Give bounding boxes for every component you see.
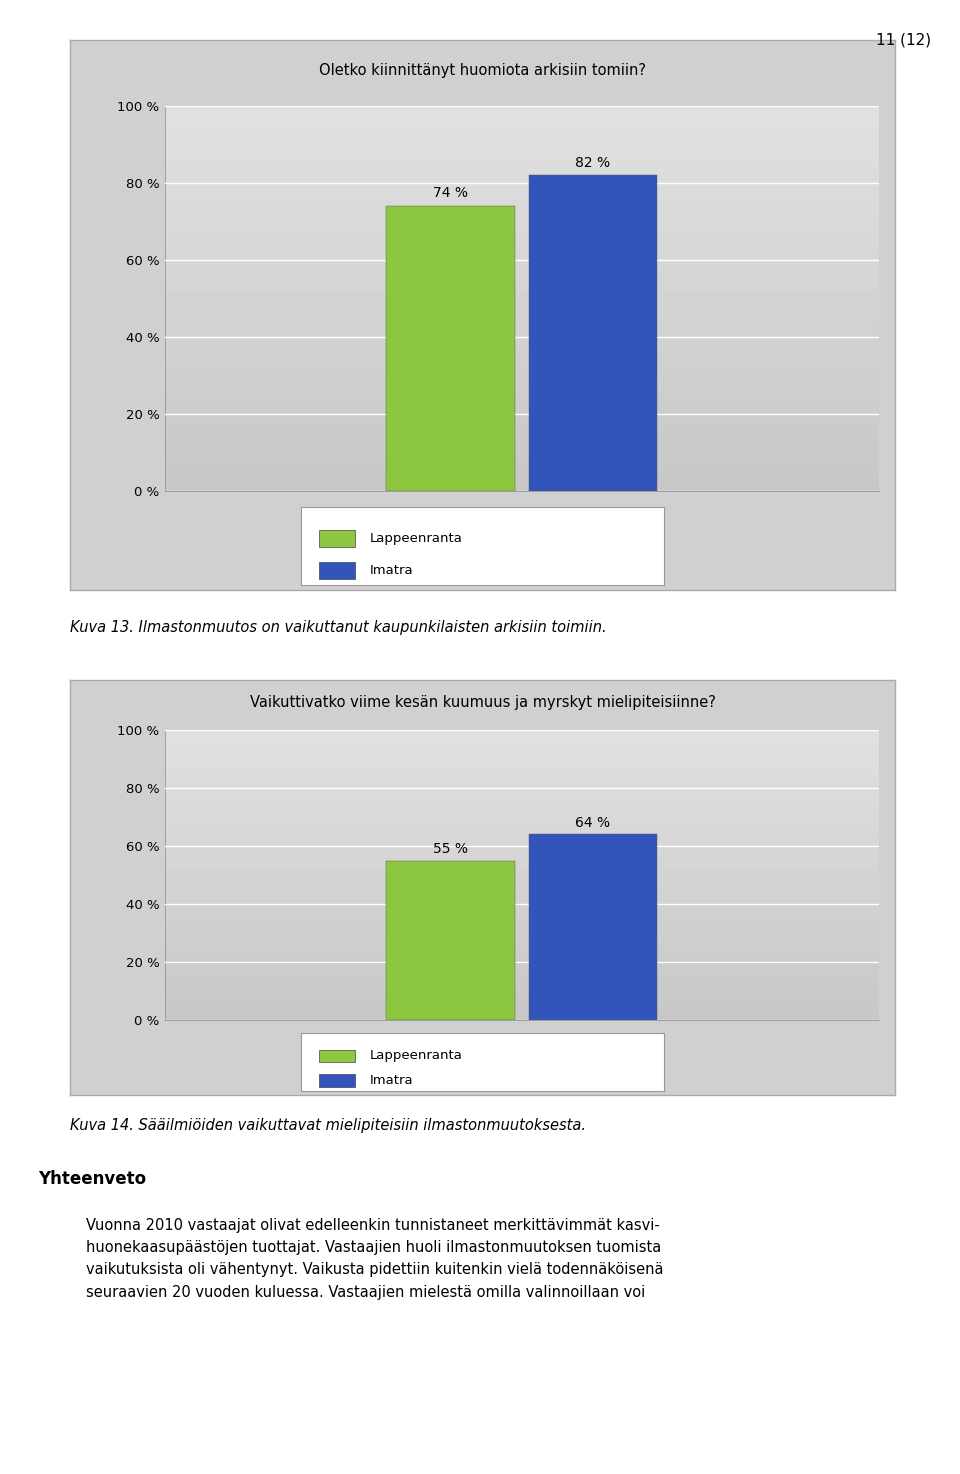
Bar xyxy=(386,861,515,1020)
Text: Oletko kiinnittänyt huomiota arkisiin tomiin?: Oletko kiinnittänyt huomiota arkisiin to… xyxy=(319,63,646,78)
Text: Imatra: Imatra xyxy=(370,565,414,578)
Text: Kuva 13. Ilmastonmuutos on vaikuttanut kaupunkilaisten arkisiin toimiin.: Kuva 13. Ilmastonmuutos on vaikuttanut k… xyxy=(70,621,607,635)
Bar xyxy=(319,562,355,579)
Text: 55 %: 55 % xyxy=(433,842,468,856)
Text: Lappeenranta: Lappeenranta xyxy=(370,1049,463,1063)
Bar xyxy=(529,834,658,1020)
Text: Vaikuttivatko viime kesän kuumuus ja myrskyt mielipiteisiinne?: Vaikuttivatko viime kesän kuumuus ja myr… xyxy=(250,696,715,710)
Text: Lappeenranta: Lappeenranta xyxy=(370,532,463,545)
Text: 11 (12): 11 (12) xyxy=(876,32,931,47)
Text: 64 %: 64 % xyxy=(575,817,611,830)
Text: Yhteenveto: Yhteenveto xyxy=(38,1170,147,1188)
Text: 82 %: 82 % xyxy=(575,156,611,170)
Bar xyxy=(386,206,515,491)
Bar xyxy=(529,175,658,491)
Bar xyxy=(319,529,355,547)
Bar xyxy=(319,1049,355,1063)
Bar xyxy=(319,1075,355,1086)
Text: Vuonna 2010 vastaajat olivat edelleenkin tunnistaneet merkittävimmät kasvi-
huon: Vuonna 2010 vastaajat olivat edelleenkin… xyxy=(86,1218,664,1300)
Text: Kuva 14. Sääilmiöiden vaikuttavat mielipiteisiin ilmastonmuutoksesta.: Kuva 14. Sääilmiöiden vaikuttavat mielip… xyxy=(70,1117,586,1134)
Text: 74 %: 74 % xyxy=(433,186,468,200)
Text: Imatra: Imatra xyxy=(370,1075,414,1086)
